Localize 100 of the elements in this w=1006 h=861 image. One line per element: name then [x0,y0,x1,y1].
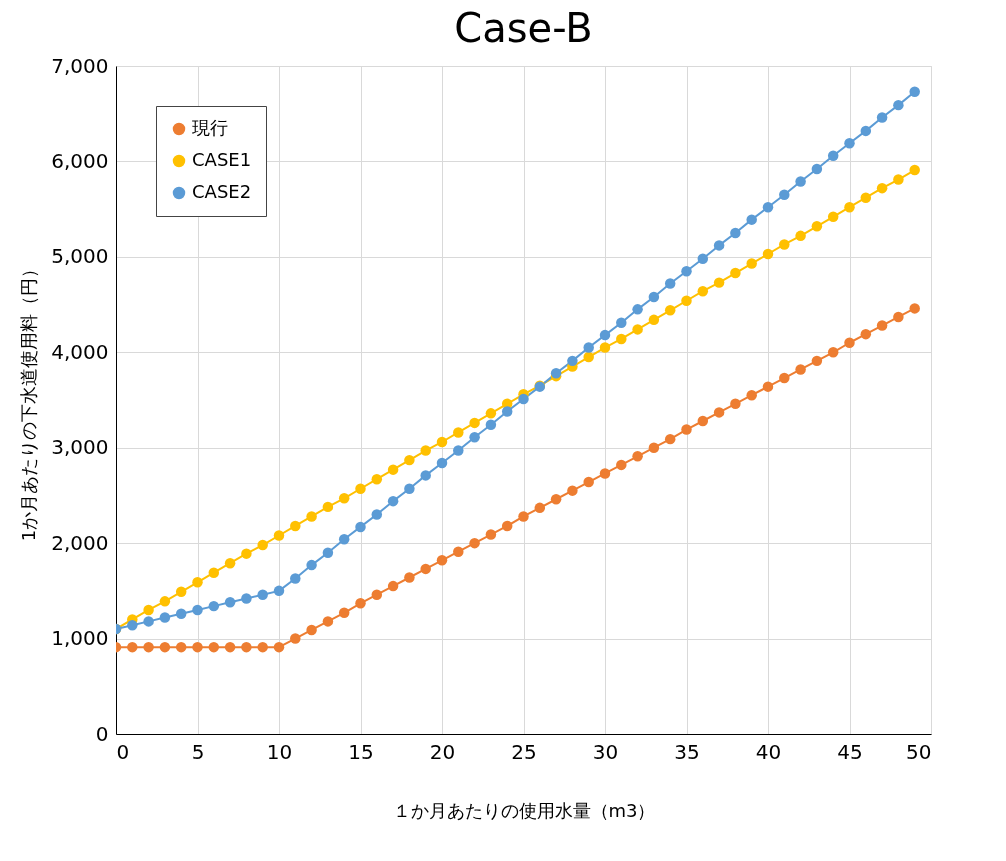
point [518,511,529,522]
point [501,520,513,532]
chart-title: Case-B [454,5,593,51]
point [192,641,203,653]
point [322,501,334,513]
point [583,476,594,488]
x-tick-label: 35 [674,739,700,764]
point [681,295,692,306]
point [127,641,138,653]
x-tick-label: 5 [191,739,205,764]
point [501,406,513,417]
point [648,442,660,453]
point [664,433,676,445]
point [681,265,692,277]
point [762,248,774,260]
point [485,419,497,431]
point [909,86,920,97]
point [811,163,823,175]
point [208,600,220,612]
point [811,355,823,367]
y-tick-label: 2,000 [51,530,109,555]
y-tick-label: 6,000 [51,148,109,173]
point [844,138,855,149]
point [779,239,790,250]
point [583,342,594,353]
legend-label: 現行 [192,117,228,138]
point [241,593,252,604]
point [893,174,904,185]
point [827,211,839,223]
point [241,641,252,653]
point [876,182,888,194]
point [371,589,383,600]
point [436,555,448,566]
point [159,641,171,653]
point [469,417,480,429]
point [436,436,448,448]
point [599,468,611,479]
point [518,393,529,405]
point [730,267,741,279]
point [208,567,220,578]
point [469,431,480,443]
point [534,502,546,514]
point [322,616,334,627]
point [175,608,187,619]
point [599,342,611,353]
point [404,572,415,583]
point [355,483,366,494]
point [192,604,203,616]
point [224,557,236,569]
x-axis-title: １か月あたりの使用水量（m3） [392,799,656,821]
legend-label: CASE2 [192,181,252,202]
point [664,305,676,316]
point [632,324,643,335]
point [257,589,268,600]
point [909,164,920,176]
point [273,530,285,541]
point [420,563,431,575]
point [844,202,855,213]
y-tick-label: 3,000 [51,435,109,460]
x-tick-label: 45 [837,739,863,764]
point [143,604,154,616]
point [420,445,431,456]
point [436,457,448,469]
point [746,214,757,225]
point [290,633,301,644]
point [713,277,725,288]
point [762,202,774,213]
point [322,547,334,558]
point [159,596,171,607]
point [860,125,872,137]
point [746,258,757,269]
point [143,616,154,627]
x-tick-label: 20 [429,739,456,764]
point [175,586,187,598]
point [909,303,920,314]
point [632,304,643,315]
point [453,445,464,456]
point [713,240,725,251]
point [567,485,578,496]
point [273,585,285,597]
point [648,291,660,303]
point [664,278,676,289]
point [371,473,383,485]
point [648,314,660,326]
point [355,598,366,609]
point [290,573,301,584]
point [616,317,627,328]
x-tick-label: 10 [266,739,293,764]
point [876,112,888,123]
legend-label: CASE1 [192,149,252,170]
point [192,577,203,588]
point [338,534,350,545]
point [599,329,611,341]
point [273,641,285,653]
point [876,320,888,331]
point [420,470,431,481]
point [795,364,806,375]
point [175,641,187,653]
point [453,427,464,438]
point [159,612,171,623]
